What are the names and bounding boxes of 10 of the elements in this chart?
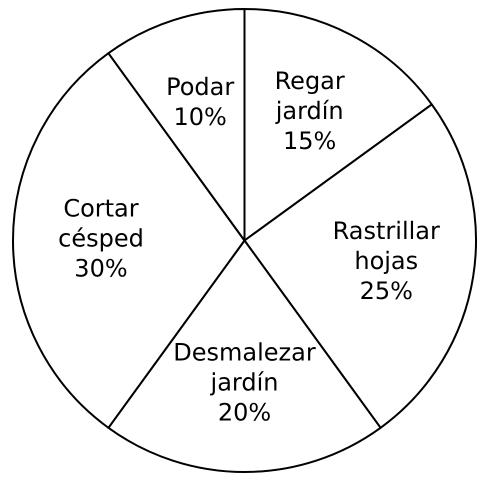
slice-label: Regar jardín [274,66,345,125]
slice-label: Podar [166,73,234,102]
data-label: 20% [218,398,272,426]
data-label: 30% [74,254,128,283]
data-label: 10% [173,103,227,132]
slice-label: Rastrillar hojas [332,217,440,276]
data-label: 15% [282,126,336,155]
slice-label: Desmalezar jardín [173,338,316,396]
data-label: 25% [360,277,413,306]
slice-label: Cortar césped [58,194,144,253]
